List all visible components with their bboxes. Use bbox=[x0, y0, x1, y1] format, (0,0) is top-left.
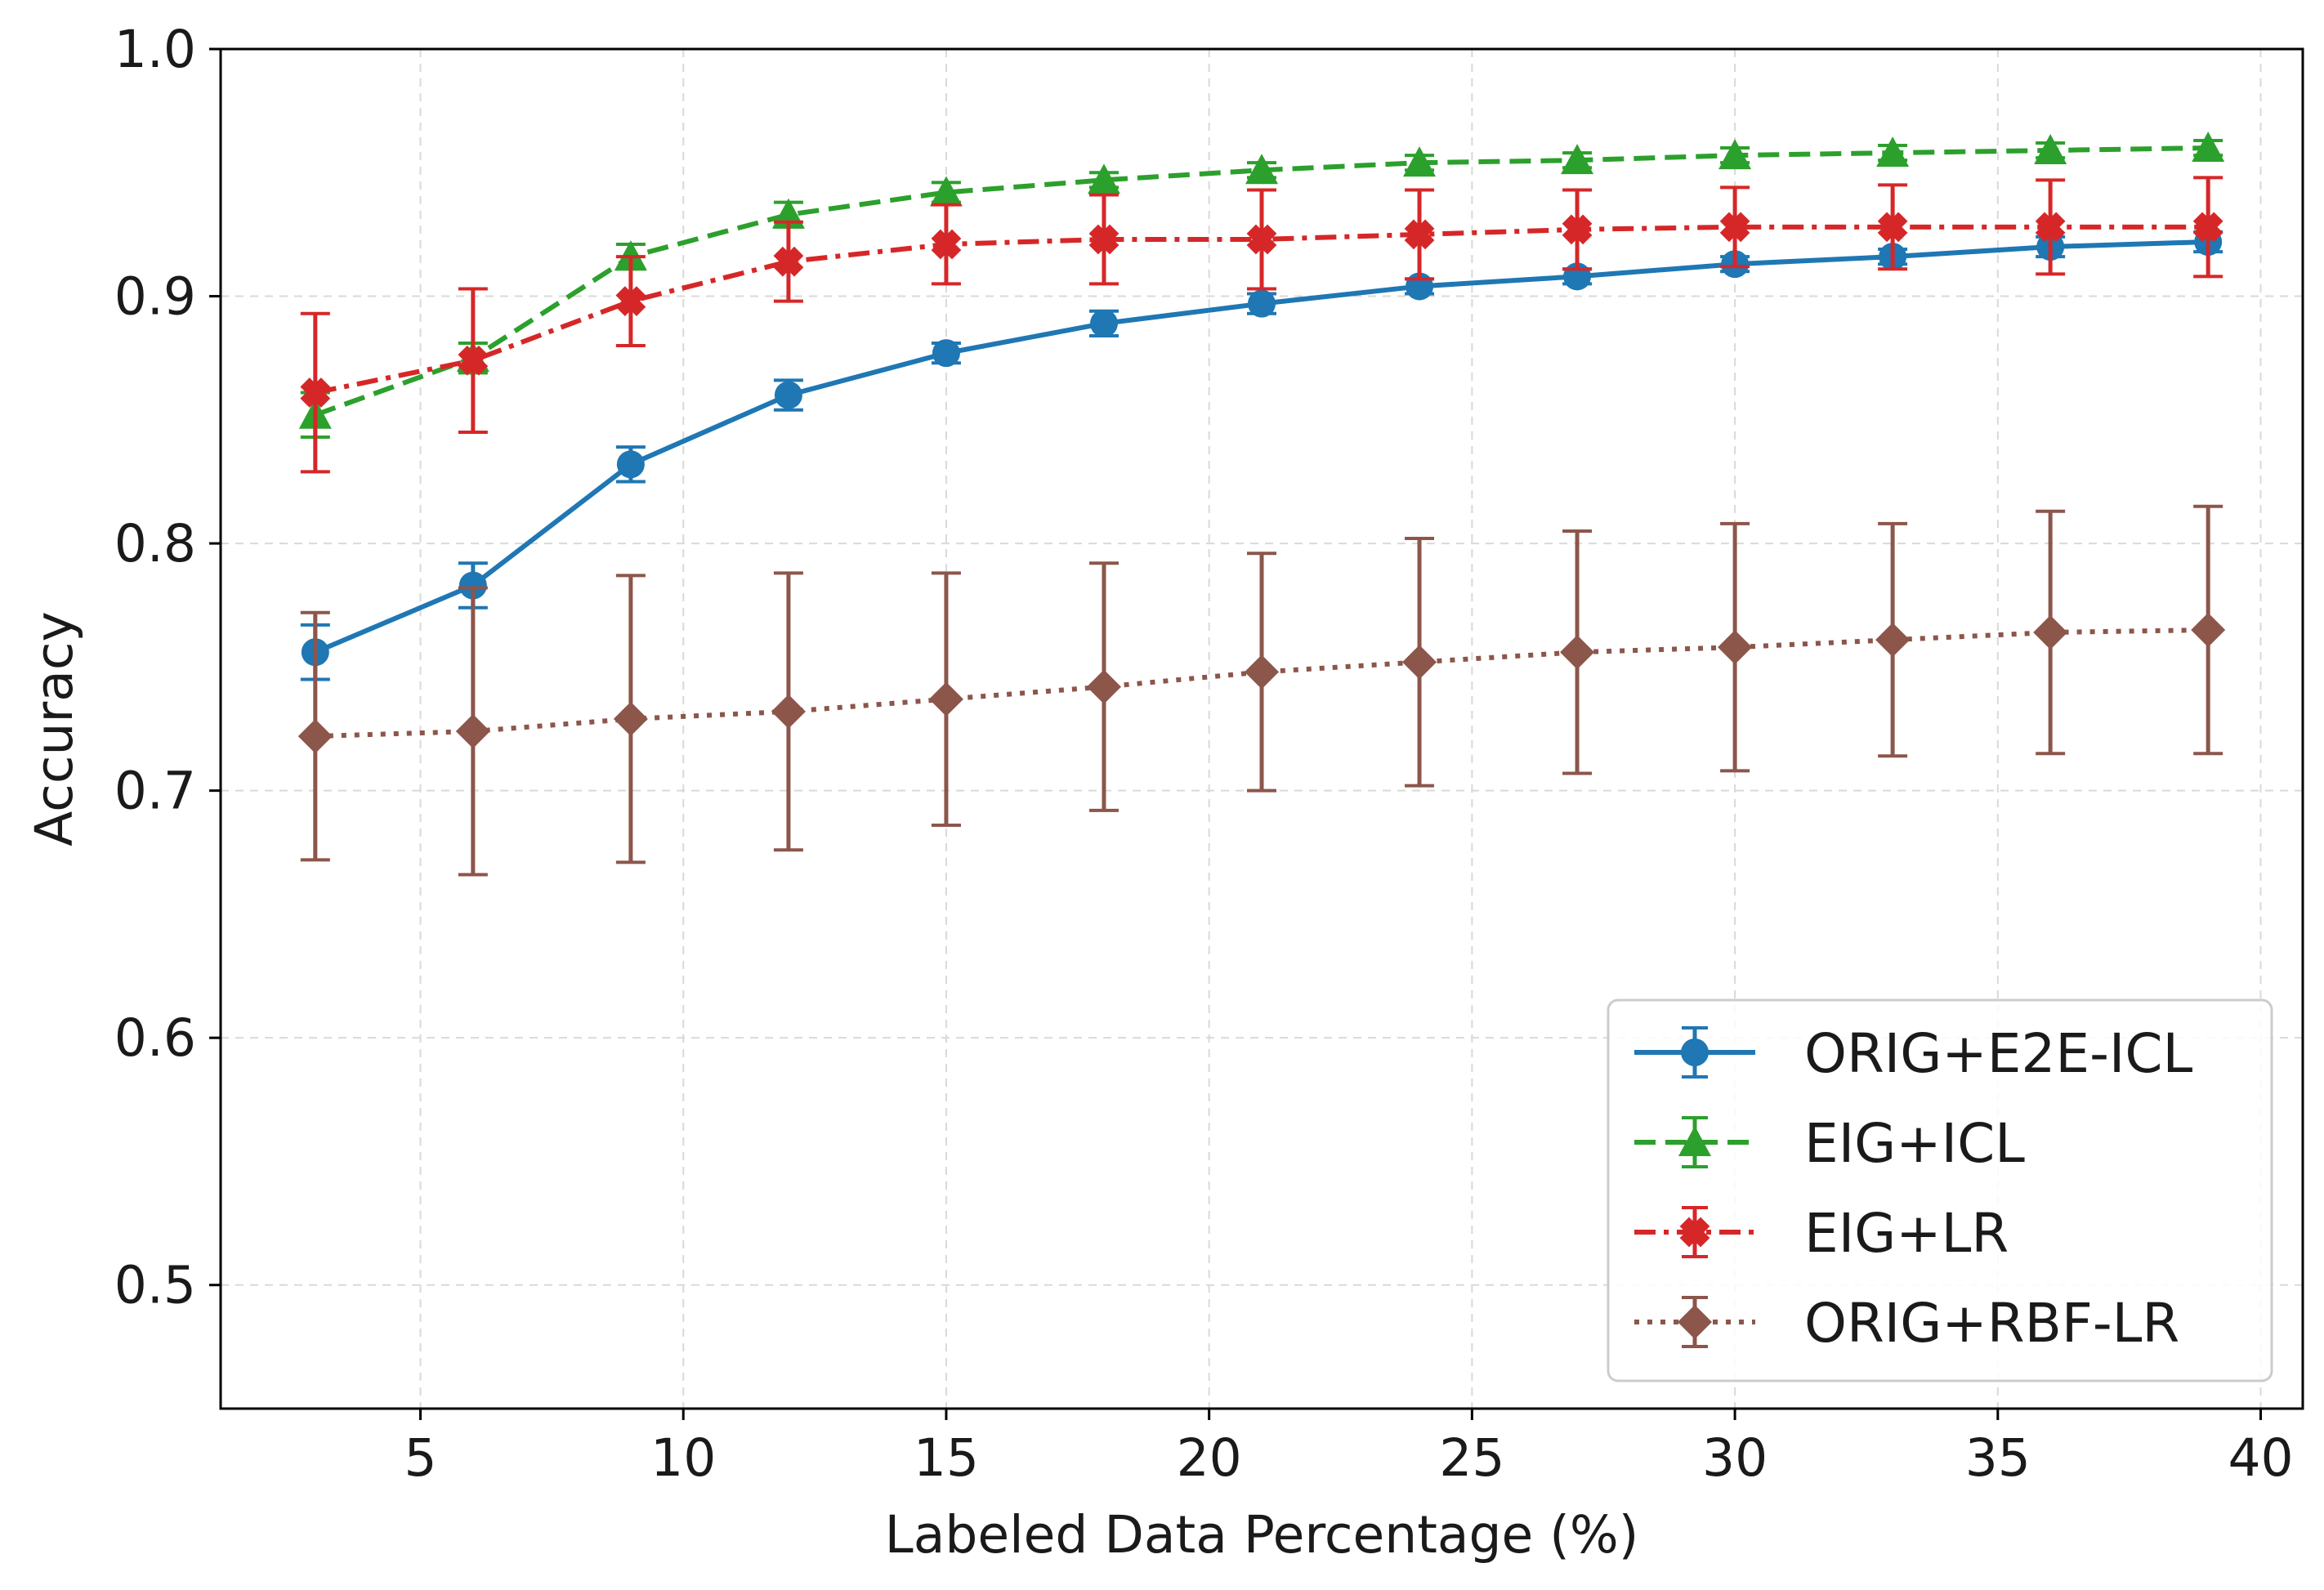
legend-entry: ORIG+RBF-LR bbox=[1634, 1292, 2179, 1355]
x-tick-label: 25 bbox=[1439, 1428, 1504, 1488]
data-point bbox=[1403, 146, 1437, 177]
data-point bbox=[931, 229, 962, 260]
data-point bbox=[1089, 309, 1118, 337]
data-point bbox=[1718, 630, 1753, 665]
x-tick-label: 30 bbox=[1702, 1428, 1768, 1488]
data-point bbox=[1404, 219, 1435, 250]
legend-box bbox=[1607, 998, 2273, 1382]
y-tick-label: 1.0 bbox=[114, 20, 196, 79]
data-point bbox=[1876, 136, 1910, 167]
legend-marker bbox=[1681, 1038, 1709, 1066]
data-point bbox=[1245, 654, 1279, 690]
legend: ORIG+E2E-ICL EIG+ICL EIG+LR ORIG+RBF-LR bbox=[1607, 998, 2273, 1382]
legend-entry: EIG+LR bbox=[1634, 1202, 2009, 1265]
x-tick-label: 35 bbox=[1965, 1428, 2031, 1488]
data-point bbox=[1718, 139, 1752, 170]
data-point bbox=[616, 450, 645, 479]
legend-label: EIG+ICL bbox=[1804, 1112, 2025, 1175]
data-point bbox=[300, 377, 331, 408]
data-point bbox=[1246, 224, 1277, 255]
series-orig-rbf-lr bbox=[297, 504, 2226, 877]
data-point bbox=[1875, 623, 1911, 658]
plot-frame bbox=[219, 47, 2304, 1410]
data-point bbox=[1561, 144, 1594, 175]
data-point bbox=[1402, 645, 1437, 680]
data-point bbox=[2034, 134, 2067, 165]
data-point bbox=[458, 571, 487, 600]
data-point bbox=[928, 681, 963, 717]
x-axis-label: Labeled Data Percentage (%) bbox=[885, 1505, 1639, 1565]
data-point bbox=[1248, 289, 1276, 318]
y-axis-label: Accuracy bbox=[25, 611, 84, 846]
data-point bbox=[2191, 612, 2226, 647]
legend-label: ORIG+E2E-ICL bbox=[1804, 1022, 2192, 1085]
data-point bbox=[297, 719, 333, 754]
legend-marker bbox=[1678, 1305, 1712, 1339]
y-tick-label: 0.9 bbox=[114, 267, 196, 327]
x-tick-label: 40 bbox=[2228, 1428, 2293, 1488]
data-point bbox=[615, 286, 646, 316]
data-point bbox=[774, 381, 802, 409]
data-point bbox=[1088, 224, 1120, 255]
data-point bbox=[1562, 214, 1593, 245]
plot-series bbox=[297, 132, 2226, 877]
data-point bbox=[1719, 212, 1750, 243]
x-tick-label: 5 bbox=[404, 1428, 436, 1488]
data-point bbox=[932, 339, 960, 368]
x-tick-label: 15 bbox=[914, 1428, 979, 1488]
x-tick-label: 20 bbox=[1177, 1428, 1242, 1488]
x-tick-label: 10 bbox=[650, 1428, 716, 1488]
series-eig-lr bbox=[300, 176, 2223, 474]
data-point bbox=[2035, 212, 2066, 243]
data-point bbox=[2033, 615, 2068, 650]
legend-label: EIG+LR bbox=[1804, 1202, 2009, 1265]
legend-label: ORIG+RBF-LR bbox=[1804, 1292, 2179, 1355]
data-point bbox=[771, 694, 806, 729]
y-tick-label: 0.5 bbox=[114, 1256, 196, 1315]
data-point bbox=[455, 714, 490, 749]
data-point bbox=[773, 246, 804, 277]
data-point bbox=[1087, 163, 1120, 194]
legend-marker bbox=[1679, 1217, 1710, 1248]
axis-ticks: 5 10 15 20 25 30 35 40 0.5 0.6 0.7 0.8 0.9 1.0 bbox=[114, 20, 2294, 1488]
data-point bbox=[1877, 212, 1908, 243]
y-tick-label: 0.7 bbox=[114, 762, 196, 821]
data-point bbox=[2192, 212, 2223, 243]
y-tick-label: 0.6 bbox=[114, 1008, 196, 1068]
data-point bbox=[1086, 669, 1121, 704]
data-point bbox=[1560, 635, 1595, 670]
data-point bbox=[458, 345, 489, 376]
data-point bbox=[929, 176, 963, 207]
data-point bbox=[613, 701, 648, 736]
legend-entry: ORIG+E2E-ICL bbox=[1634, 1022, 2192, 1085]
legend-entry: EIG+ICL bbox=[1634, 1112, 2025, 1175]
data-point bbox=[1245, 154, 1278, 185]
y-tick-label: 0.8 bbox=[114, 514, 196, 574]
data-point bbox=[2192, 132, 2225, 163]
legend-marker bbox=[1678, 1126, 1711, 1156]
